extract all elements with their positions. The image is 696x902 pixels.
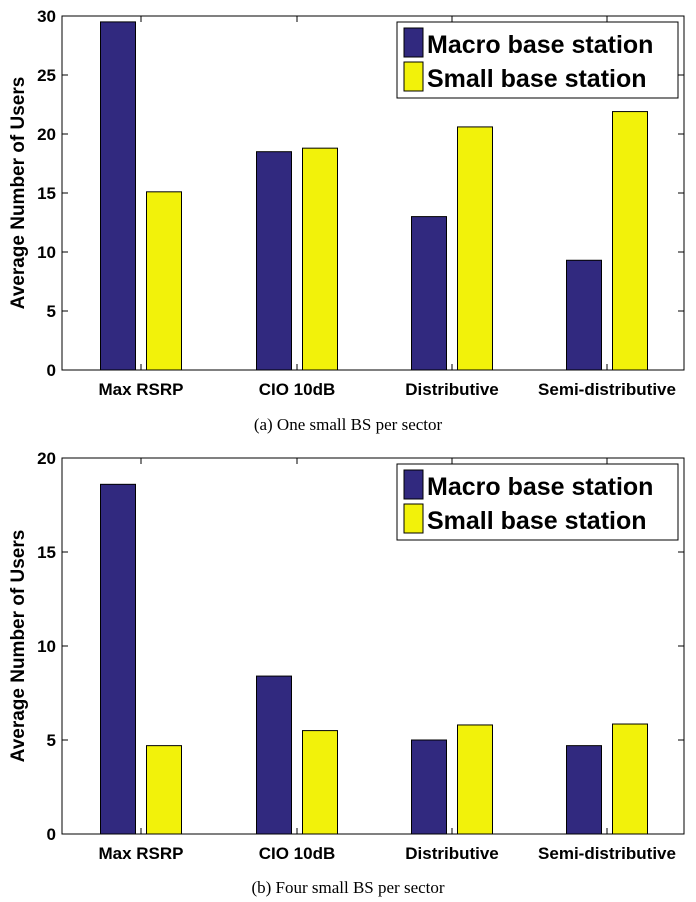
legend-swatch-small	[403, 503, 424, 534]
legend-label-small: Small base station	[427, 65, 647, 93]
x-category-label: Distributive	[405, 844, 499, 863]
x-category-label: CIO 10dB	[259, 380, 336, 399]
x-category-label: CIO 10dB	[259, 844, 336, 863]
y-tick-label: 10	[37, 637, 56, 656]
bar-macro-3	[566, 259, 602, 371]
y-tick-label: 0	[47, 361, 56, 380]
bar-small-0	[146, 745, 182, 835]
bar-macro-0	[100, 483, 136, 835]
y-tick-label: 30	[37, 7, 56, 26]
bar-macro-1	[256, 151, 292, 371]
chart-caption: (a) One small BS per sector	[254, 415, 443, 434]
legend-swatch-small	[403, 61, 424, 92]
bar-macro-2	[411, 739, 447, 835]
bar-small-3	[612, 111, 648, 371]
y-tick-label: 15	[37, 184, 56, 203]
y-tick-label: 20	[37, 125, 56, 144]
y-tick-label: 10	[37, 243, 56, 262]
legend-swatch-macro	[403, 469, 424, 500]
bar-macro-1	[256, 675, 292, 835]
legend	[396, 21, 679, 99]
legend-label-macro: Macro base station	[427, 473, 653, 501]
bar-small-1	[302, 147, 338, 371]
legend-label-macro: Macro base station	[427, 31, 653, 59]
y-tick-label: 25	[37, 66, 56, 85]
bar-small-0	[146, 191, 182, 371]
x-category-label: Semi-distributive	[538, 380, 676, 399]
bar-small-2	[457, 126, 493, 371]
legend-swatch-macro	[403, 27, 424, 58]
legend	[396, 463, 679, 541]
y-tick-label: 15	[37, 543, 56, 562]
bar-small-1	[302, 730, 338, 835]
y-tick-label: 0	[47, 825, 56, 844]
bar-small-3	[612, 723, 648, 835]
x-category-label: Semi-distributive	[538, 844, 676, 863]
bar-macro-2	[411, 216, 447, 371]
x-category-label: Distributive	[405, 380, 499, 399]
y-tick-label: 5	[47, 302, 56, 321]
legend-label-small: Small base station	[427, 507, 647, 535]
y-axis-label: Average Number of Users	[8, 530, 29, 763]
chart-a: 0 5 10 15 20 25 30 Max RSRP CIO 10dB Distributive…	[8, 7, 685, 434]
x-category-label: Max RSRP	[98, 380, 183, 399]
bar-macro-3	[566, 745, 602, 835]
chart-caption: (b) Four small BS per sector	[251, 878, 444, 897]
x-category-label: Max RSRP	[98, 844, 183, 863]
chart-b: 0 5 10 15 20 Max RSRP CIO 10dB Distributive Semi…	[8, 451, 685, 897]
bar-macro-0	[100, 21, 136, 371]
y-axis-label: Average Number of Users	[8, 77, 29, 310]
y-tick-label: 20	[37, 451, 56, 468]
bar-small-2	[457, 724, 493, 835]
y-tick-label: 5	[47, 731, 56, 750]
